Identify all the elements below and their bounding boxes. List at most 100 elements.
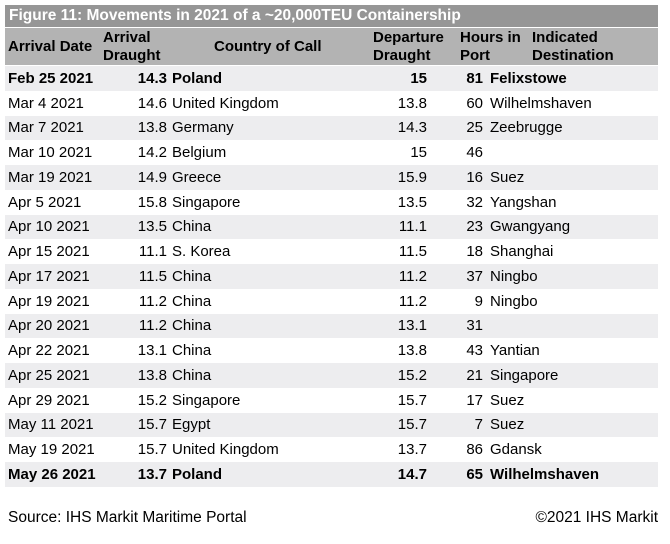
cell-hours-in-port: 43 [466, 342, 483, 360]
cell-country-of-call: Poland [172, 69, 223, 87]
table-row: Feb 25 2021 14.3 Poland 15 81 Felixstowe [5, 66, 658, 91]
cell-arrival-date: Apr 15 2021 [8, 243, 90, 261]
table-row: Apr 25 2021 13.8 China 15.2 21 Singapore [5, 363, 658, 388]
column-header-departure-draught: Departure Draught [373, 29, 444, 64]
cell-arrival-date: Mar 19 2021 [8, 168, 93, 186]
cell-departure-draught: 14.3 [397, 119, 427, 137]
cell-arrival-draught: 13.8 [137, 366, 167, 384]
figure-container: Figure 11: Movements in 2021 of a ~20,00… [5, 5, 658, 487]
cell-country-of-call: United Kingdom [172, 441, 279, 459]
cell-country-of-call: Belgium [172, 144, 227, 162]
cell-indicated-destination: Yantian [490, 342, 540, 360]
cell-country-of-call: China [172, 267, 212, 285]
cell-arrival-date: May 26 2021 [8, 465, 96, 483]
column-header-hours-in-port: Hours in Port [460, 29, 521, 64]
cell-arrival-date: Apr 22 2021 [8, 342, 90, 360]
cell-arrival-draught: 13.5 [137, 218, 167, 236]
cell-hours-in-port: 18 [466, 243, 483, 261]
cell-hours-in-port: 17 [466, 391, 483, 409]
cell-arrival-date: Mar 10 2021 [8, 144, 93, 162]
cell-hours-in-port: 32 [466, 193, 483, 211]
cell-departure-draught: 15.2 [397, 366, 427, 384]
cell-hours-in-port: 46 [466, 144, 483, 162]
cell-arrival-draught: 14.6 [137, 94, 167, 112]
table-row: Apr 19 2021 11.2 China 11.2 9 Ningbo [5, 289, 658, 314]
cell-hours-in-port: 86 [466, 441, 483, 459]
cell-arrival-draught: 15.8 [137, 193, 167, 211]
column-header-arrival-draught: Arrival Draught [103, 29, 161, 64]
cell-indicated-destination: Ningbo [490, 267, 538, 285]
cell-arrival-draught: 11.5 [138, 267, 167, 285]
cell-departure-draught: 15 [410, 69, 427, 87]
cell-hours-in-port: 81 [466, 69, 483, 87]
cell-arrival-date: May 11 2021 [8, 416, 94, 434]
table-row: May 26 2021 13.7 Poland 14.7 65 Wilhelms… [5, 462, 658, 487]
table-body: Feb 25 2021 14.3 Poland 15 81 Felixstowe… [5, 66, 658, 487]
cell-indicated-destination: Gwangyang [490, 218, 571, 236]
table-row: Apr 22 2021 13.1 China 13.8 43 Yantian [5, 338, 658, 363]
cell-arrival-draught: 14.9 [137, 168, 167, 186]
cell-indicated-destination: Suez [490, 168, 525, 186]
cell-indicated-destination: Yangshan [490, 193, 557, 211]
cell-departure-draught: 11.5 [398, 243, 427, 261]
cell-indicated-destination: Shanghai [490, 243, 554, 261]
cell-hours-in-port: 31 [466, 317, 483, 335]
cell-departure-draught: 15.7 [397, 416, 427, 434]
cell-arrival-date: Feb 25 2021 [8, 69, 94, 87]
copyright-note: ©2021 IHS Markit [535, 509, 658, 526]
cell-arrival-date: Apr 10 2021 [8, 218, 90, 236]
cell-indicated-destination: Singapore [490, 366, 559, 384]
cell-indicated-destination: Ningbo [490, 292, 538, 310]
cell-arrival-draught: 11.2 [138, 317, 167, 335]
cell-arrival-draught: 11.2 [138, 292, 167, 310]
cell-country-of-call: Poland [172, 465, 223, 483]
cell-arrival-draught: 13.1 [137, 342, 167, 360]
table-row: Apr 20 2021 11.2 China 13.1 31 [5, 313, 658, 339]
cell-hours-in-port: 21 [466, 366, 483, 384]
cell-arrival-date: Apr 29 2021 [8, 391, 90, 409]
cell-hours-in-port: 23 [466, 218, 483, 236]
cell-country-of-call: China [172, 317, 212, 335]
table-row: May 11 2021 15.7 Egypt 15.7 7 Suez [5, 412, 658, 438]
cell-country-of-call: Germany [172, 119, 234, 137]
cell-arrival-date: Apr 20 2021 [8, 317, 90, 335]
cell-country-of-call: China [172, 292, 212, 310]
cell-departure-draught: 13.8 [397, 94, 427, 112]
cell-arrival-date: Apr 5 2021 [8, 193, 82, 211]
cell-country-of-call: China [172, 218, 212, 236]
cell-arrival-draught: 15.2 [137, 391, 167, 409]
table-row: Apr 15 2021 11.1 S. Korea 11.5 18 Shangh… [5, 239, 658, 264]
cell-departure-draught: 11.2 [398, 267, 427, 285]
cell-country-of-call: China [172, 342, 212, 360]
cell-departure-draught: 11.1 [398, 218, 427, 236]
cell-departure-draught: 15 [410, 144, 427, 162]
cell-hours-in-port: 25 [466, 119, 483, 137]
cell-hours-in-port: 65 [466, 465, 483, 483]
cell-departure-draught: 13.5 [397, 193, 427, 211]
cell-arrival-date: Apr 19 2021 [8, 292, 90, 310]
cell-arrival-draught: 14.3 [137, 69, 167, 87]
cell-hours-in-port: 60 [466, 94, 483, 112]
cell-indicated-destination: Suez [490, 391, 525, 409]
cell-departure-draught: 13.8 [397, 342, 427, 360]
cell-indicated-destination: Gdansk [490, 441, 542, 459]
table-row: Mar 19 2021 14.9 Greece 15.9 16 Suez [5, 165, 658, 190]
figure-title: Figure 11: Movements in 2021 of a ~20,00… [5, 5, 658, 27]
cell-country-of-call: S. Korea [172, 243, 231, 261]
cell-arrival-draught: 11.1 [138, 243, 167, 261]
cell-indicated-destination: Felixstowe [490, 69, 567, 87]
cell-departure-draught: 14.7 [397, 465, 427, 483]
column-header-arrival-date: Arrival Date [8, 37, 93, 55]
cell-arrival-draught: 13.8 [137, 119, 167, 137]
cell-country-of-call: China [172, 366, 212, 384]
cell-indicated-destination: Wilhelmshaven [490, 94, 592, 112]
cell-departure-draught: 15.7 [397, 391, 427, 409]
table-row: Mar 10 2021 14.2 Belgium 15 46 [5, 140, 658, 165]
cell-arrival-date: Mar 7 2021 [8, 119, 84, 137]
cell-arrival-draught: 15.7 [137, 441, 167, 459]
cell-country-of-call: Egypt [172, 416, 211, 434]
cell-hours-in-port: 7 [474, 416, 483, 434]
cell-departure-draught: 13.7 [397, 441, 427, 459]
column-header-country-of-call: Country of Call [214, 37, 322, 55]
cell-arrival-date: Apr 17 2021 [8, 267, 90, 285]
